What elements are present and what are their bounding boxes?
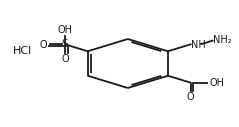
Text: O: O [187, 92, 194, 102]
Text: S: S [62, 39, 68, 49]
Text: OH: OH [209, 78, 224, 88]
Text: O: O [61, 54, 69, 64]
Text: NH: NH [191, 40, 206, 50]
Text: HCl: HCl [12, 46, 32, 56]
Text: OH: OH [58, 25, 73, 35]
Text: O: O [39, 40, 47, 50]
Text: NH₂: NH₂ [213, 35, 232, 45]
